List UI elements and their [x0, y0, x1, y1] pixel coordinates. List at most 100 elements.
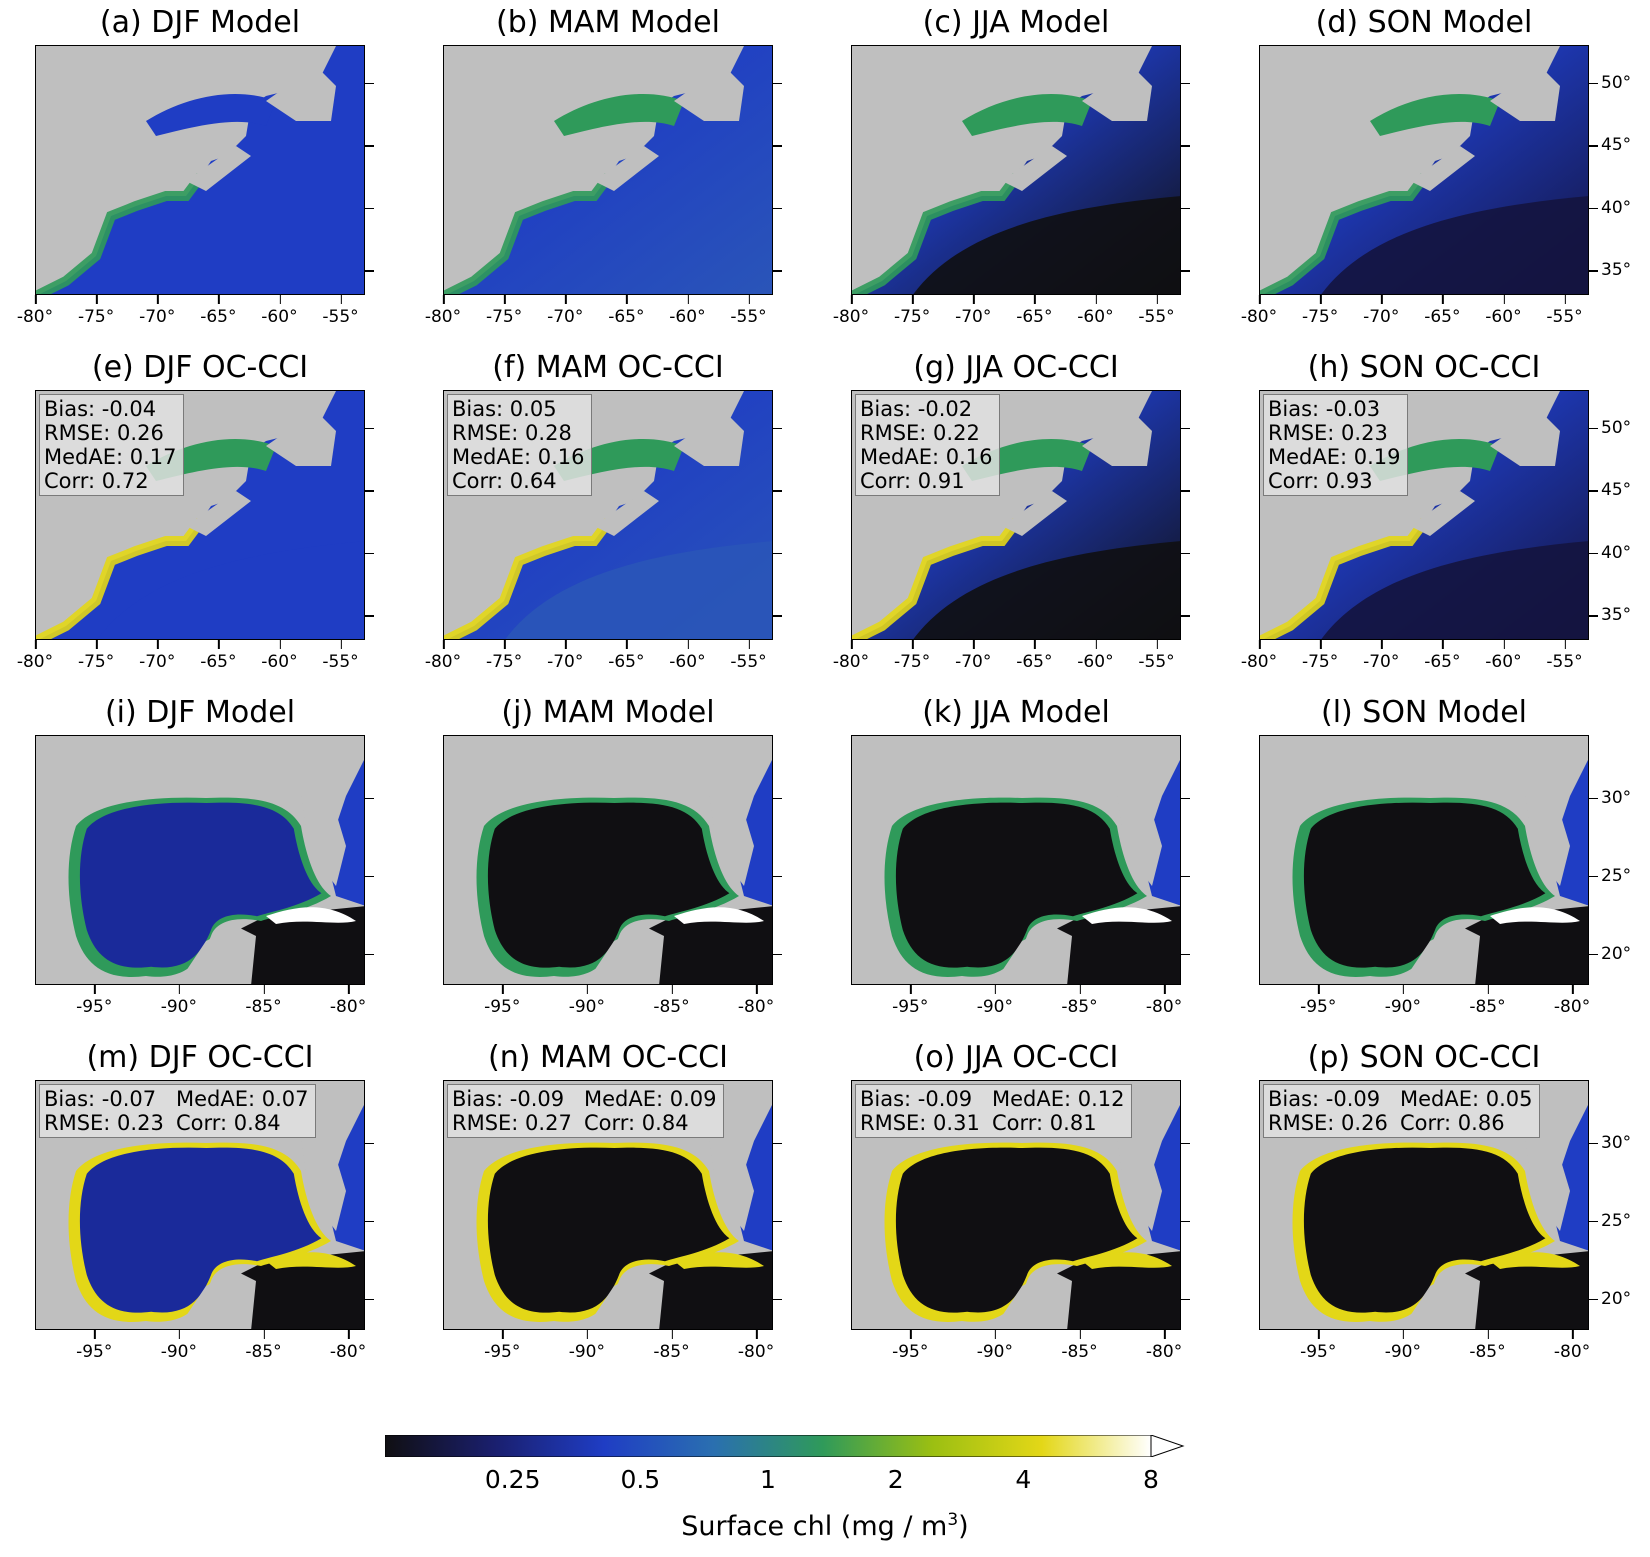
x-tick-label: -95°: [892, 985, 929, 1017]
nova-scotia: [594, 146, 659, 191]
florida: [709, 1141, 754, 1231]
map-panel: (l) SON Model -95° -90° -85° -80° 30° 25° 20°: [1259, 695, 1631, 1055]
y-tick-mark: [1181, 82, 1190, 84]
x-axis: -80° -75° -70° -65° -60° -55°: [1241, 640, 1589, 680]
x-axis: -80° -75° -70° -65° -60° -55°: [1241, 295, 1589, 335]
y-tick-label: 25°: [1588, 1210, 1632, 1231]
stat-line: MedAE: 0.17: [44, 445, 177, 469]
x-tick-label: -60°: [669, 295, 706, 327]
panel-title: (k) JJA Model: [922, 695, 1110, 730]
panel-title: (m) DJF OC-CCI: [86, 1040, 314, 1075]
panel-title: (h) SON OC-CCI: [1307, 350, 1541, 385]
chlorophyll-map: [36, 736, 364, 984]
x-tick-label: -80°: [424, 640, 462, 672]
x-axis: -95° -90° -85° -80°: [35, 985, 366, 1025]
stat-line: Corr: 0.84: [176, 1111, 281, 1135]
stat-line: Bias: -0.03: [1268, 397, 1381, 421]
y-tick-mark: [1181, 615, 1190, 617]
x-axis: -95° -90° -85° -80°: [1259, 1330, 1590, 1370]
panel-title: (j) MAM Model: [501, 695, 715, 730]
x-tick-label: -75°: [485, 640, 523, 672]
map-area: Bias: -0.04 RMSE: 0.26 MedAE: 0.17 Corr: 0.…: [35, 390, 365, 640]
y-tick-mark: [1181, 1142, 1190, 1144]
x-tick-label: -70°: [547, 640, 584, 672]
stat-line: RMSE: 0.26: [1268, 1111, 1388, 1135]
x-tick-label: -85°: [1469, 1330, 1506, 1362]
x-tick-label: -60°: [261, 295, 298, 327]
stat-line: Corr: 0.64: [452, 469, 557, 493]
x-tick-label: -65°: [1016, 640, 1053, 672]
x-axis: -95° -90° -85° -80°: [35, 1330, 366, 1370]
panel-title: (g) JJA OC-CCI: [913, 350, 1119, 385]
cuba: [674, 1252, 764, 1269]
gulf-interior: [895, 802, 1138, 968]
stat-line: MedAE: 0.07: [176, 1087, 309, 1111]
stat-line: Corr: 0.86: [1400, 1111, 1505, 1135]
x-tick-label: -80°: [424, 295, 462, 327]
offshore-low-chl: [913, 541, 1180, 639]
newfoundland: [1490, 411, 1560, 466]
stat-line: Bias: -0.04: [44, 397, 157, 421]
gulf-st-lawrence: [1370, 93, 1500, 136]
y-tick-mark: [365, 1298, 374, 1301]
map-area: [35, 735, 365, 985]
x-tick-label: -70°: [547, 295, 584, 327]
y-tick-mark: [365, 615, 374, 617]
x-tick-label: -75°: [893, 640, 931, 672]
stat-line: Bias: -0.02: [860, 397, 973, 421]
x-tick-label: -65°: [200, 295, 237, 327]
y-tick-mark: [773, 270, 782, 272]
x-tick-label: -80°: [16, 295, 54, 327]
stat-line: MedAE: 0.12: [992, 1087, 1125, 1111]
florida: [301, 796, 346, 886]
gulf-interior: [487, 802, 730, 968]
florida: [301, 1141, 346, 1231]
cuba: [266, 1252, 356, 1269]
map-area: [1259, 45, 1589, 295]
map-panel: (i) DJF Model -95° -90° -85° -80°: [35, 695, 374, 1055]
stat-line: RMSE: 0.28: [452, 421, 572, 445]
map-panel: (b) MAM Model -80° -75° -70° -65° -60° -55°: [425, 5, 782, 365]
stat-line: RMSE: 0.22: [860, 421, 980, 445]
nova-scotia: [1002, 491, 1067, 536]
stat-line: Corr: 0.81: [992, 1111, 1097, 1135]
y-tick-mark: [773, 953, 782, 956]
x-tick-label: -90°: [976, 1330, 1013, 1362]
stat-line: MedAE: 0.16: [452, 445, 585, 469]
gulf-interior: [79, 802, 322, 968]
y-tick-mark: [365, 145, 374, 147]
y-axis: [773, 390, 833, 640]
x-tick-label: -95°: [484, 985, 521, 1017]
map-area: [35, 45, 365, 295]
offshore-low-chl: [1321, 196, 1588, 294]
florida: [1117, 1141, 1162, 1231]
x-tick-label: -80°: [16, 640, 54, 672]
y-axis: 50° 45° 40° 35°: [1588, 45, 1649, 295]
y-axis: [1181, 390, 1241, 640]
x-tick-label: -55°: [322, 295, 359, 327]
chlorophyll-map: [1260, 736, 1588, 984]
map-area: [851, 45, 1181, 295]
y-tick-label: 50°: [1588, 72, 1632, 93]
x-tick-label: -80°: [1145, 985, 1183, 1017]
stat-line: MedAE: 0.19: [1268, 445, 1401, 469]
x-tick-label: -80°: [832, 640, 870, 672]
map-panel: (a) DJF Model -80° -75° -70° -65° -60° -55°: [17, 5, 374, 365]
map-panel: (m) DJF OC-CCI Bias: -0.07 MedAE: 0.07 RMSE…: [35, 1040, 374, 1400]
chlorophyll-map: [1260, 46, 1588, 294]
stat-line: Corr: 0.72: [44, 469, 149, 493]
yucatan: [1375, 926, 1480, 984]
x-tick-label: -75°: [1301, 640, 1339, 672]
gulf-interior: [1303, 1147, 1546, 1313]
y-tick-mark: [1181, 145, 1190, 147]
colorbar-tick-label: 0.5: [620, 1465, 661, 1494]
stat-line: MedAE: 0.09: [584, 1087, 717, 1111]
y-tick-label: 40°: [1588, 542, 1632, 563]
y-tick-mark: [365, 207, 374, 209]
panel-title: (e) DJF OC-CCI: [91, 350, 309, 385]
x-tick-label: -95°: [1300, 1330, 1337, 1362]
panel-title: (b) MAM Model: [496, 5, 720, 40]
stat-line: Bias: -0.09: [1268, 1087, 1381, 1111]
caribbean-sea: [634, 1251, 772, 1329]
map-area: Bias: -0.03 RMSE: 0.23 MedAE: 0.19 Corr: 0.…: [1259, 390, 1589, 640]
